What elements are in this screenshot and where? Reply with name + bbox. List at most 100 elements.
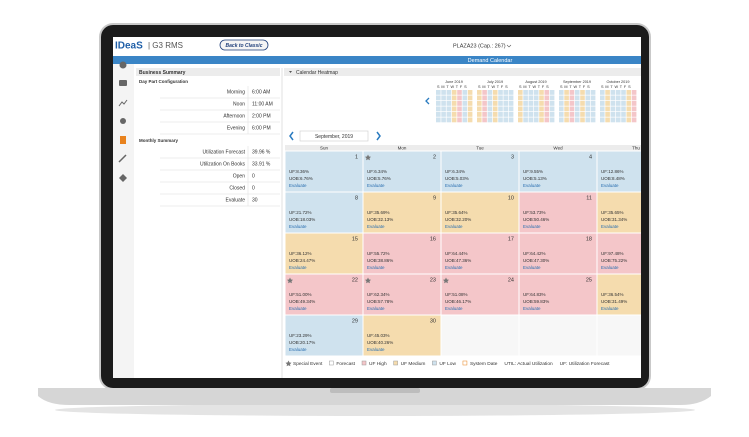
evaluate[interactable]: Evaluate bbox=[601, 183, 619, 188]
legend-item: UF Low bbox=[439, 361, 456, 367]
evaluate[interactable]: Evaluate bbox=[367, 306, 385, 311]
mini-day bbox=[610, 106, 616, 112]
mini-weekdays: S M T W T F S bbox=[519, 85, 549, 89]
mini-day bbox=[569, 101, 575, 106]
uob: UOB:5.13% bbox=[523, 176, 547, 181]
mini-day bbox=[467, 106, 473, 112]
row-value: 11:00 AM bbox=[252, 101, 273, 107]
mini-day bbox=[487, 90, 493, 95]
heatmap-prev[interactable] bbox=[425, 97, 430, 105]
evaluate[interactable]: Evaluate bbox=[523, 224, 541, 229]
evaluate[interactable]: Evaluate bbox=[367, 265, 385, 270]
mini-day bbox=[605, 101, 610, 106]
mini-day bbox=[585, 101, 591, 106]
uf: UF:6.34% bbox=[445, 169, 465, 174]
evaluate[interactable]: Evaluate bbox=[445, 224, 463, 229]
mini-day bbox=[482, 112, 487, 117]
day-cell bbox=[518, 273, 598, 316]
evaluate[interactable]: Evaluate bbox=[445, 183, 463, 188]
day-cell bbox=[284, 150, 364, 193]
evaluate[interactable]: Evaluate bbox=[289, 224, 307, 229]
mini-day bbox=[436, 90, 441, 95]
heatmap-title: Calendar Heatmap bbox=[296, 70, 338, 76]
evaluate[interactable]: Evaluate bbox=[601, 265, 619, 270]
evaluate[interactable]: Evaluate bbox=[523, 306, 541, 311]
collapse-icon[interactable] bbox=[289, 71, 292, 73]
mini-weekdays: S M T W T F S bbox=[560, 85, 590, 89]
evaluate[interactable]: Evaluate bbox=[445, 306, 463, 311]
evaluate[interactable]: Evaluate bbox=[289, 306, 307, 311]
mini-day bbox=[451, 117, 457, 123]
evaluate[interactable]: Evaluate bbox=[523, 265, 541, 270]
mini-day bbox=[451, 106, 457, 112]
mini-day bbox=[451, 95, 457, 101]
mini-day bbox=[544, 106, 550, 112]
mini-day bbox=[564, 106, 569, 112]
mini-day bbox=[615, 106, 621, 112]
mini-day bbox=[482, 90, 487, 95]
mini-day bbox=[462, 106, 468, 112]
evaluate[interactable]: Evaluate bbox=[523, 183, 541, 188]
mini-day bbox=[477, 106, 482, 112]
mini-day bbox=[477, 95, 482, 101]
dropdown[interactable] bbox=[506, 44, 512, 48]
back-button-label[interactable]: Back to Classic bbox=[226, 43, 263, 49]
mini-day bbox=[585, 112, 591, 117]
mini-day bbox=[549, 117, 555, 123]
weekday: Wed bbox=[553, 145, 563, 150]
mini-day bbox=[626, 112, 632, 117]
evaluate[interactable]: Evaluate bbox=[601, 306, 619, 311]
evaluate[interactable]: Evaluate bbox=[445, 265, 463, 270]
summary-header bbox=[136, 68, 280, 76]
mini-day bbox=[467, 95, 473, 101]
legend: Special Event Forecast UF High UF Medium UF … bbox=[285, 360, 610, 367]
month-prev[interactable] bbox=[289, 131, 294, 141]
mini-weekdays: S M T W T F S bbox=[601, 85, 631, 89]
day-cell bbox=[362, 314, 442, 357]
mini-day bbox=[600, 90, 605, 95]
weekday-header bbox=[285, 145, 641, 151]
day-number: 4 bbox=[589, 154, 592, 160]
uf: UF:64.42% bbox=[523, 251, 546, 256]
mini-day bbox=[549, 112, 555, 117]
mini-day bbox=[585, 90, 591, 95]
mini-day bbox=[621, 117, 626, 123]
special-event bbox=[287, 277, 293, 284]
weekday: Sun bbox=[320, 145, 329, 150]
month-next[interactable] bbox=[376, 131, 381, 141]
mini-day bbox=[615, 90, 621, 95]
evaluate[interactable]: Evaluate bbox=[367, 183, 385, 188]
uob: UOB:24.47% bbox=[289, 258, 315, 263]
mini-day bbox=[590, 101, 596, 106]
day-number: 22 bbox=[352, 277, 358, 283]
evaluate[interactable]: Evaluate bbox=[289, 347, 307, 352]
mini-day bbox=[482, 106, 487, 112]
evaluate[interactable]: Evaluate bbox=[601, 224, 619, 229]
legend-item: Special Event bbox=[293, 361, 323, 367]
mini-day bbox=[539, 106, 544, 112]
title-bar bbox=[113, 56, 641, 64]
mini-month: July 2019 bbox=[487, 80, 503, 84]
mini-day bbox=[569, 112, 575, 117]
mini-day bbox=[451, 112, 457, 117]
back-button[interactable] bbox=[219, 39, 269, 51]
property[interactable]: PLAZA23 (Cap.: 267) bbox=[453, 43, 506, 49]
mini-day bbox=[574, 117, 580, 123]
logo: IDeaS bbox=[115, 41, 143, 52]
mini-day bbox=[580, 101, 585, 106]
uf: UF:12.86% bbox=[601, 169, 624, 174]
evaluate[interactable]: Evaluate bbox=[289, 265, 307, 270]
month-box[interactable] bbox=[299, 130, 369, 142]
evaluate[interactable]: Evaluate bbox=[367, 347, 385, 352]
sidebar-icons[interactable] bbox=[118, 61, 128, 183]
mini-day bbox=[533, 106, 539, 112]
evaluate[interactable]: Evaluate bbox=[367, 224, 385, 229]
mini-day bbox=[569, 95, 575, 101]
mini-day bbox=[539, 90, 544, 95]
mini-day bbox=[498, 112, 503, 117]
day-cell bbox=[518, 314, 598, 357]
day-number: 15 bbox=[352, 236, 358, 242]
mini-day bbox=[467, 101, 473, 106]
mini-day bbox=[585, 117, 591, 123]
evaluate[interactable]: Evaluate bbox=[289, 183, 307, 188]
